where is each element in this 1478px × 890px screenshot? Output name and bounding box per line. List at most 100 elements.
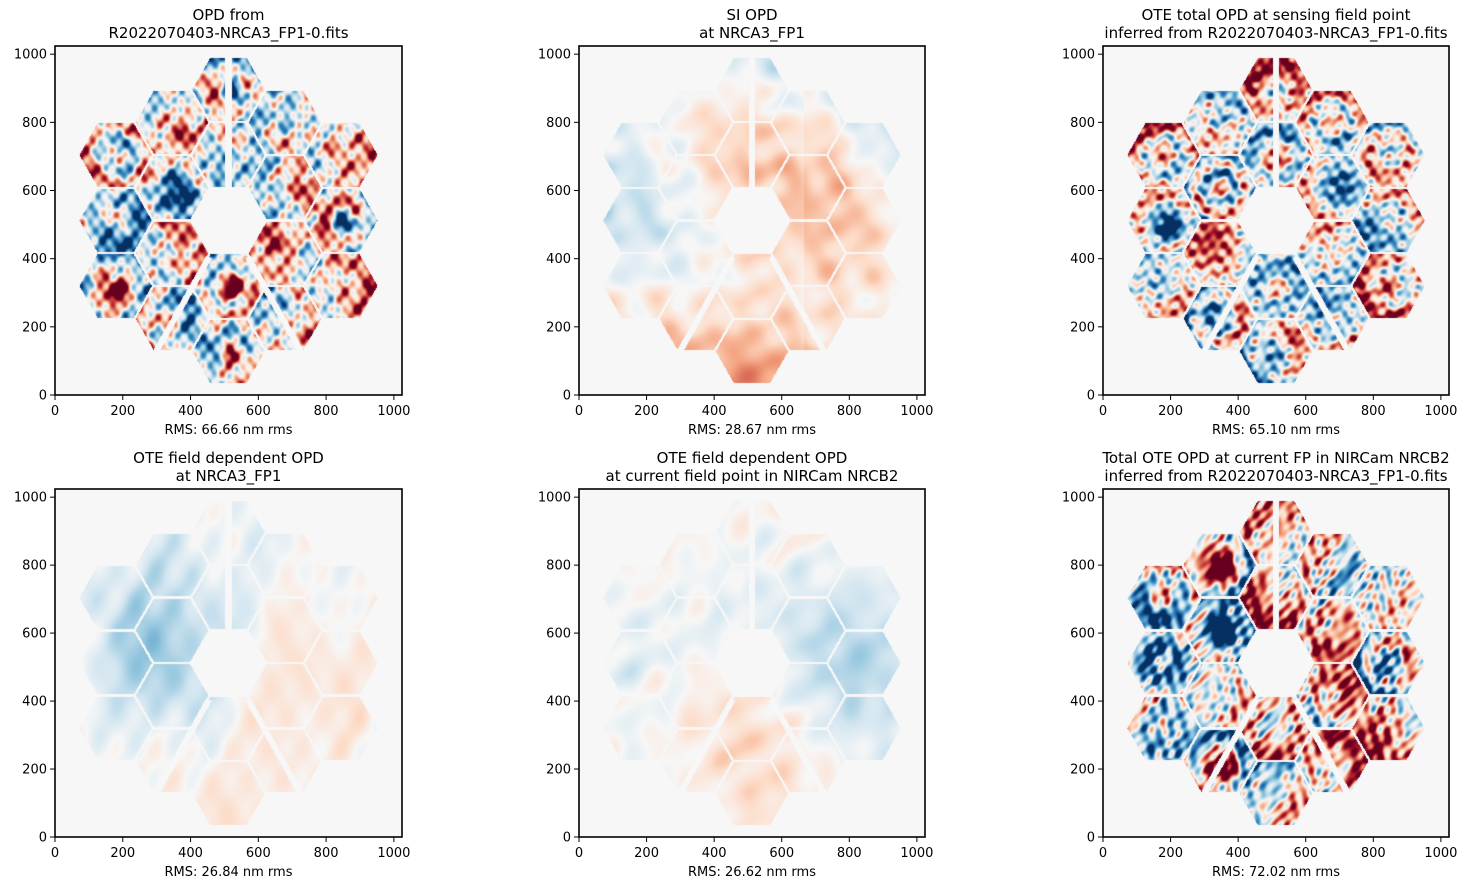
panel-title: SI OPD at NRCA3_FP1: [492, 6, 1012, 42]
y-tick-label: 800: [1070, 559, 1095, 574]
x-tick-label: 600: [1293, 846, 1318, 861]
y-tick-label: 400: [546, 252, 571, 267]
y-tick-label: 600: [1070, 627, 1095, 642]
axes-frame: [54, 488, 403, 838]
rms-label: RMS: 72.02 nm rms: [1212, 865, 1340, 880]
axes: 0 200 400 600 800 1000 0 200 400 600 800 1000: [538, 45, 933, 419]
y-tick-label: 200: [546, 320, 571, 335]
x-tick-label: 800: [837, 846, 862, 861]
axes-frame: [578, 488, 926, 838]
x-tick-label: 1000: [1424, 846, 1457, 861]
y-tick-label: 600: [546, 184, 571, 199]
y-tick-label: 200: [22, 763, 47, 778]
panel-title-line: R2022070403-NRCA3_FP1-0.fits: [108, 24, 349, 42]
x-tick-label: 400: [178, 846, 203, 861]
axes: 0 200 400 600 800 1000 0 200 400 600 800 1000: [1062, 45, 1457, 419]
y-tick-label: 800: [546, 116, 571, 131]
axes: 0 200 400 600 800 1000 0 200 400 600 800 1000: [1062, 488, 1457, 861]
rms-label: RMS: 28.67 nm rms: [688, 423, 816, 438]
x-tick-label: 200: [634, 846, 659, 861]
y-tick-label: 600: [546, 627, 571, 642]
x-tick-label: 200: [110, 404, 135, 419]
panel-title: OTE total OPD at sensing field point infe…: [1016, 6, 1478, 42]
x-tick-label: 200: [634, 404, 659, 419]
y-tick-label: 800: [1070, 116, 1095, 131]
y-tick-label: 400: [546, 695, 571, 710]
panel-title: OTE field dependent OPD at NRCA3_FP1: [0, 449, 489, 485]
y-tick-label: 0: [39, 831, 47, 846]
x-tick-label: 200: [1158, 404, 1183, 419]
panel-title-line: OTE field dependent OPD: [133, 449, 324, 467]
y-tick-label: 600: [22, 627, 47, 642]
y-tick-label: 1000: [538, 491, 571, 506]
x-tick-label: 1000: [900, 846, 933, 861]
x-tick-label: 600: [246, 404, 271, 419]
opd-heatmap: [579, 46, 925, 395]
rms-label: RMS: 66.66 nm rms: [164, 423, 293, 438]
y-tick-label: 400: [1070, 252, 1095, 267]
y-tick-label: 600: [22, 184, 47, 199]
panel-title-line: at NRCA3_FP1: [699, 24, 805, 42]
panel-title-line: OPD from: [192, 6, 265, 24]
y-tick-label: 800: [22, 116, 47, 131]
panel-title-line: OTE total OPD at sensing field point: [1141, 6, 1411, 24]
x-tick-label: 0: [575, 404, 583, 419]
y-tick-label: 400: [22, 252, 47, 267]
opd-heatmap: [579, 489, 925, 837]
y-tick-label: 1000: [14, 491, 47, 506]
x-tick-label: 800: [1361, 404, 1386, 419]
y-tick-label: 0: [1087, 831, 1095, 846]
x-tick-label: 400: [1226, 846, 1251, 861]
y-tick-label: 400: [22, 695, 47, 710]
y-tick-label: 0: [563, 389, 571, 404]
opd-heatmap: [1103, 489, 1449, 837]
x-tick-label: 0: [575, 846, 583, 861]
axes: 0 200 400 600 800 1000 0 200 400 600 800 1000: [14, 488, 410, 861]
panel-title: Total OTE OPD at current FP in NIRCam NR…: [1016, 449, 1478, 485]
x-tick-label: 400: [702, 404, 727, 419]
opd-heatmap: [1103, 46, 1449, 395]
x-tick-label: 400: [702, 846, 727, 861]
panel-title-line: SI OPD: [726, 6, 778, 24]
x-tick-label: 600: [769, 846, 794, 861]
y-tick-label: 0: [1087, 389, 1095, 404]
x-tick-label: 800: [1361, 846, 1386, 861]
y-tick-label: 600: [1070, 184, 1095, 199]
x-tick-label: 800: [837, 404, 862, 419]
panel-title: OTE field dependent OPD at current field …: [492, 449, 1012, 485]
x-tick-label: 0: [51, 404, 59, 419]
panel-title: OPD from R2022070403-NRCA3_FP1-0.fits: [0, 6, 489, 42]
x-tick-label: 200: [1158, 846, 1183, 861]
y-tick-label: 800: [22, 559, 47, 574]
y-tick-label: 800: [546, 559, 571, 574]
x-tick-label: 0: [1099, 404, 1107, 419]
x-tick-label: 1000: [1424, 404, 1457, 419]
y-tick-label: 200: [22, 320, 47, 335]
y-tick-label: 1000: [538, 48, 571, 63]
panel-title-line: Total OTE OPD at current FP in NIRCam NR…: [1102, 449, 1450, 467]
x-tick-label: 800: [314, 404, 339, 419]
x-tick-label: 600: [246, 846, 271, 861]
y-tick-label: 1000: [14, 48, 47, 63]
x-tick-label: 800: [314, 846, 339, 861]
panel-title-line: inferred from R2022070403-NRCA3_FP1-0.fi…: [1104, 467, 1448, 485]
axes-frame: [54, 45, 403, 396]
rms-label: RMS: 26.62 nm rms: [688, 865, 816, 880]
y-tick-label: 1000: [1062, 48, 1095, 63]
panel-title-line: at current field point in NIRCam NRCB2: [605, 467, 899, 485]
axes-frame: [1102, 45, 1450, 396]
x-tick-label: 400: [178, 404, 203, 419]
x-tick-label: 1000: [377, 404, 410, 419]
axes: 0 200 400 600 800 1000 0 200 400 600 800 1000: [538, 488, 933, 861]
x-tick-label: 1000: [900, 404, 933, 419]
x-tick-label: 200: [110, 846, 135, 861]
panel-title-line: at NRCA3_FP1: [175, 467, 282, 485]
y-tick-label: 200: [1070, 320, 1095, 335]
opd-heatmap: [55, 46, 402, 395]
y-tick-label: 400: [1070, 695, 1095, 710]
opd-heatmap: [55, 489, 402, 837]
y-tick-label: 0: [563, 831, 571, 846]
y-tick-label: 1000: [1062, 491, 1095, 506]
rms-label: RMS: 26.84 nm rms: [164, 865, 293, 880]
x-tick-label: 400: [1226, 404, 1251, 419]
